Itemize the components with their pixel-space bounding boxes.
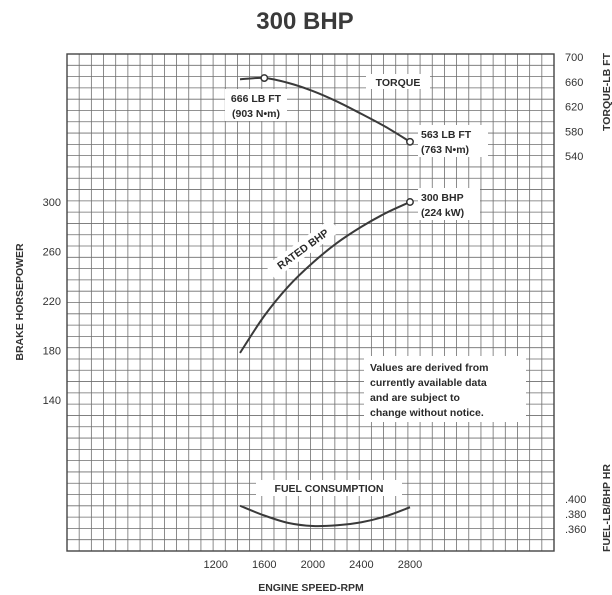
torque-tick-label: 580 (565, 126, 583, 138)
torque-label-backing (366, 74, 430, 89)
fuel-label-backing (256, 480, 402, 496)
chart-grid (66, 53, 555, 552)
plot-frame (66, 53, 555, 552)
fuel-tick-label: .400 (565, 494, 586, 506)
chart-annotations: TORQUE 666 LB FT (903 N•m) 563 LB FT (763 N•… (225, 74, 526, 496)
torque-tick-label: 540 (565, 151, 583, 163)
torque-point-marker (406, 137, 414, 146)
x-tick-label: 2000 (301, 559, 325, 571)
torque-tick-label: 660 (565, 77, 583, 89)
torque-rated-label: 563 LB FT (421, 129, 472, 141)
fuel-tick-label: .360 (565, 524, 586, 536)
bhp-tick-label: 300 (43, 197, 61, 209)
torque-rated-metric-label: (763 N•m) (421, 144, 469, 156)
point-label-backing (418, 188, 480, 220)
torque-tick-label: 620 (565, 102, 583, 114)
torque-axis-title: TORQUE-LB FT (601, 52, 612, 131)
torque-tick-label: 700 (565, 52, 583, 64)
fuel-tick-label: .380 (565, 509, 586, 521)
bhp-tick-label: 180 (43, 346, 61, 358)
note-backing (364, 356, 526, 422)
rated-bhp-point-marker (406, 198, 414, 206)
chart-tick-labels: 1200 1600 2000 2400 2800 300 260 220 180 140 700 66… (43, 52, 587, 571)
disclaimer-note-line: Values are derived from (370, 362, 488, 374)
bhp-rated-label: 300 BHP (421, 192, 464, 204)
rated-bhp-label-backing (265, 218, 340, 279)
disclaimer-note-line: and are subject to (370, 392, 460, 404)
chart-title: 300 BHP (256, 8, 353, 35)
x-tick-label: 1600 (252, 559, 276, 571)
fuel-series-label: FUEL CONSUMPTION (275, 483, 384, 495)
disclaimer-note-line: currently available data (370, 377, 487, 389)
chart-points (260, 74, 414, 206)
x-axis-title: ENGINE SPEED-RPM (258, 582, 364, 594)
fuel-consumption-curve (239, 504, 411, 528)
torque-point-marker (260, 74, 269, 82)
x-tick-label: 2400 (349, 559, 373, 571)
left-axis-title: BRAKE HORSEPOWER (14, 243, 26, 361)
bhp-rated-metric-label: (224 kW) (421, 207, 464, 219)
disclaimer-note-line: change without notice. (370, 407, 484, 419)
fuel-axis-title: FUEL-LB/BHP HR (601, 464, 612, 552)
chart-curves (239, 76, 411, 528)
x-tick-label: 1200 (203, 559, 227, 571)
torque-series-label: TORQUE (376, 77, 421, 89)
point-label-backing (418, 125, 488, 157)
bhp-tick-label: 260 (43, 247, 61, 259)
x-tick-label: 2800 (398, 559, 422, 571)
point-label-backing (225, 89, 287, 121)
torque-peak-label: 666 LB FT (231, 93, 282, 105)
bhp-tick-label: 140 (43, 395, 61, 407)
bhp-tick-label: 220 (43, 296, 61, 308)
rated-bhp-curve (239, 201, 411, 354)
torque-peak-metric-label: (903 N•m) (232, 108, 280, 120)
